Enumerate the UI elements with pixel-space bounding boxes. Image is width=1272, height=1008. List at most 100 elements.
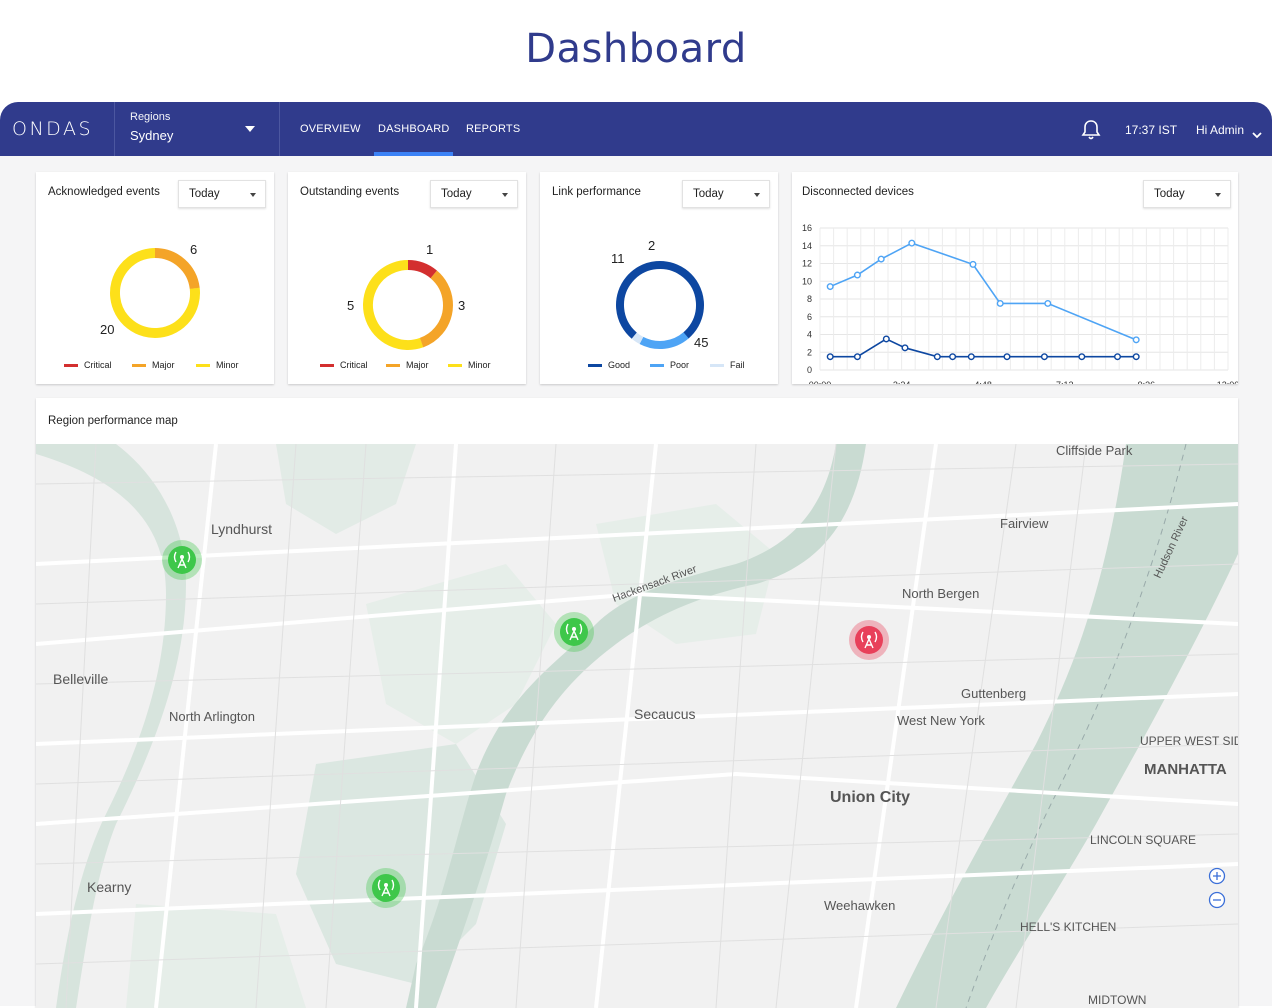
- page-title: Dashboard: [525, 26, 747, 72]
- x-tick-label: 2:24: [893, 380, 911, 384]
- radio-tower-icon: [366, 868, 406, 908]
- link-performance-card: Link performance Today 2 11 45 Good Poor…: [540, 172, 778, 384]
- data-point: [1040, 353, 1048, 361]
- time-filter-dropdown[interactable]: Today: [1143, 180, 1231, 208]
- legend-item-major: Major: [132, 360, 175, 370]
- donut-major-segment: [110, 248, 200, 338]
- donut-value-label: 6: [190, 242, 198, 257]
- series-line: [830, 338, 1137, 358]
- dashboard-content: Acknowledged events Today 6 20 Critical …: [0, 156, 1272, 1008]
- site-marker-alert[interactable]: [849, 620, 889, 665]
- x-tick-label: 00:00: [809, 380, 832, 384]
- y-tick-label: 6: [807, 312, 812, 322]
- donut-value-label: 45: [694, 335, 709, 350]
- tab-overview[interactable]: OVERVIEW: [300, 123, 361, 135]
- radio-tower-icon: [554, 612, 594, 652]
- legend-item-critical: Critical: [64, 360, 112, 370]
- legend-label: Critical: [84, 360, 112, 370]
- y-tick-label: 8: [807, 294, 812, 304]
- legend-label: Poor: [670, 360, 690, 370]
- link-performance-donut: [616, 261, 704, 349]
- data-point: [853, 271, 861, 279]
- caret-down-icon: [754, 193, 760, 197]
- bell-icon[interactable]: [1081, 119, 1101, 146]
- tab-reports[interactable]: REPORTS: [466, 123, 521, 135]
- region-selector-label: Regions: [130, 111, 171, 123]
- legend-item-fail: Fail: [710, 360, 745, 370]
- map-place-label: MIDTOWN: [1088, 993, 1146, 1007]
- legend-swatch: [132, 364, 146, 368]
- donut-value-label: 11: [611, 251, 625, 266]
- chevron-down-icon[interactable]: [1252, 126, 1262, 144]
- legend-swatch: [710, 364, 724, 368]
- legend-label: Minor: [468, 360, 491, 370]
- legend-swatch: [64, 364, 78, 368]
- data-point: [949, 353, 957, 361]
- outstanding-events-donut: [363, 260, 453, 350]
- app-logo[interactable]: ONDAS: [12, 118, 94, 140]
- map-canvas[interactable]: Lyndhurst Belleville North Arlington Kea…: [36, 444, 1238, 1008]
- map-place-label: Kearny: [87, 879, 131, 895]
- time-filter-value: Today: [693, 188, 724, 200]
- tab-dashboard[interactable]: DASHBOARD: [373, 102, 454, 156]
- map-place-label: Union City: [830, 789, 910, 806]
- legend-label: Critical: [340, 360, 368, 370]
- series-line: [829, 242, 1137, 341]
- x-tick-label: 7:12: [1056, 380, 1074, 384]
- region-selector[interactable]: Regions Sydney: [114, 102, 280, 156]
- zoom-in-button[interactable]: [1208, 867, 1226, 885]
- donut-value-label: 5: [347, 298, 355, 313]
- top-navigation-bar: ONDAS Regions Sydney OVERVIEW DASHBOARD …: [0, 102, 1272, 156]
- legend-label: Minor: [216, 360, 239, 370]
- chevron-down-icon: [245, 126, 255, 132]
- map-place-label: West New York: [897, 713, 985, 728]
- region-selector-value: Sydney: [130, 128, 174, 143]
- data-point: [1044, 299, 1052, 307]
- site-marker-ok[interactable]: [162, 540, 202, 585]
- data-point: [933, 353, 941, 361]
- card-title: Outstanding events: [300, 186, 400, 198]
- data-point: [853, 353, 861, 361]
- radio-tower-icon: [849, 620, 889, 660]
- donut-value-label: 2: [648, 238, 656, 253]
- data-point: [901, 344, 909, 352]
- map-place-label: Belleville: [53, 671, 108, 687]
- site-marker-ok[interactable]: [554, 612, 594, 657]
- radio-tower-icon: [162, 540, 202, 580]
- legend-item-minor: Minor: [448, 360, 491, 370]
- minus-circle-icon: [1208, 891, 1226, 909]
- disconnected-devices-line-chart: 0 2 4 6 8 10 12 14 16 00:00 2:24 4:48 7:12 9:36 12:00: [802, 223, 1238, 384]
- card-title: Region performance map: [48, 415, 178, 427]
- legend-swatch: [386, 364, 400, 368]
- plus-circle-icon: [1208, 867, 1226, 885]
- zoom-out-button[interactable]: [1208, 891, 1226, 909]
- user-menu[interactable]: Hi Admin: [1196, 123, 1245, 137]
- data-point: [1114, 353, 1122, 361]
- time-filter-value: Today: [189, 188, 220, 200]
- legend-swatch: [650, 364, 664, 368]
- donut-value-label: 3: [458, 298, 466, 313]
- time-filter-dropdown[interactable]: Today: [178, 180, 266, 208]
- time-filter-dropdown[interactable]: Today: [430, 180, 518, 208]
- time-filter-value: Today: [441, 188, 472, 200]
- donut-fail-segment: [616, 261, 704, 349]
- y-tick-label: 10: [802, 276, 812, 286]
- legend-swatch: [588, 364, 602, 368]
- map-place-label: Cliffside Park: [1056, 444, 1133, 458]
- time-filter-dropdown[interactable]: Today: [682, 180, 770, 208]
- donut-value-label: 1: [426, 242, 434, 257]
- data-point: [826, 283, 834, 291]
- map-place-label: HELL'S KITCHEN: [1020, 920, 1116, 934]
- map-place-label: LINCOLN SQUARE: [1090, 833, 1196, 847]
- legend-item-critical: Critical: [320, 360, 368, 370]
- site-marker-ok[interactable]: [366, 868, 406, 913]
- map-place-label: North Arlington: [169, 709, 255, 724]
- map-place-label: UPPER WEST SIDE: [1140, 734, 1238, 748]
- data-point: [826, 353, 834, 361]
- legend-swatch: [196, 364, 210, 368]
- region-map[interactable]: Lyndhurst Belleville North Arlington Kea…: [36, 444, 1238, 1008]
- data-point: [1132, 353, 1140, 361]
- legend-item-minor: Minor: [196, 360, 239, 370]
- card-title: Acknowledged events: [48, 186, 160, 198]
- acknowledged-events-card: Acknowledged events Today 6 20 Critical …: [36, 172, 274, 384]
